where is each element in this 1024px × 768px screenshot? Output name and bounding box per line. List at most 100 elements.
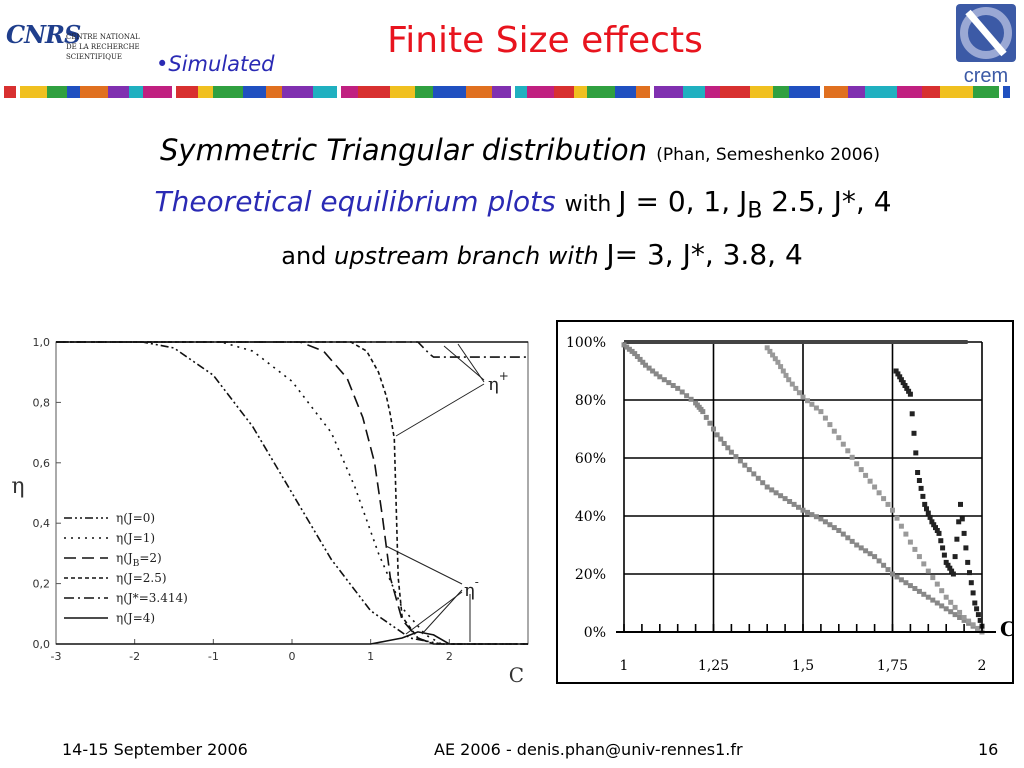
x-axis-label: C [509,663,524,687]
data-point [751,471,757,477]
strip-block [636,86,650,98]
data-point [876,490,882,496]
data-point [881,562,887,568]
cnrs-mark: CNRS [6,20,81,49]
data-point [948,599,954,605]
data-point [796,390,802,396]
data-point [818,516,824,522]
data-point [904,385,910,391]
data-point [840,441,846,447]
data-point [961,530,967,536]
data-point [916,554,922,560]
data-point [894,515,900,521]
eta-plus-arrow [443,345,485,381]
data-point [800,507,806,513]
data-point [898,377,904,383]
left-chart-axes: -3 -2 -1 0 1 2 0,0 0,2 0,4 0,6 0,8 1,0 Cη [11,336,529,687]
data-point [653,371,659,377]
strip-block [433,86,466,98]
data-point [767,348,773,354]
strip-block [243,86,266,98]
data-point [933,525,938,531]
data-point [679,389,685,395]
data-point [940,545,946,551]
data-point [772,356,778,362]
y-tick-label: 100% [566,335,606,351]
data-point [621,342,627,348]
footer-date: 14-15 September 2006 [62,740,248,759]
data-point [890,571,895,577]
strip-block [750,86,773,98]
crem-slash [965,9,1007,57]
data-point [822,415,828,421]
data-point [805,398,810,404]
series-line [56,341,528,645]
data-point [791,501,797,507]
data-point [661,377,667,383]
data-point [775,359,781,365]
strip-block [47,86,67,98]
legend-label: η(J=1) [116,531,155,545]
data-point [938,538,944,544]
strip-block [143,86,172,98]
data-point [787,499,793,504]
y-tick-label: 60% [575,451,606,467]
data-point [907,391,913,397]
data-point [737,458,743,464]
strip-block [865,86,897,98]
eta-minus-arrow [385,545,463,585]
y-tick-label: 40% [575,509,606,525]
data-point [876,558,882,564]
left-chart-legend: η(J=0) η(J=1) η(JB=2) η(J=2.5) η(J*=3.414) η(… [64,511,188,625]
data-point [918,485,924,491]
data-point [974,606,980,612]
strip-block [4,86,16,98]
slide-title: Finite Size effects [387,20,703,61]
data-point [626,346,632,352]
data-point [714,432,720,438]
strip-block [554,86,574,98]
series-line [56,341,528,645]
left-chart-series [56,341,528,645]
strip-block [705,86,720,98]
cnrs-text: CENTRE NATIONAL DE LA RECHERCHE SCIENTIF… [66,33,140,61]
data-point [831,428,837,434]
x-tick-label: 1,25 [698,658,729,674]
y-tick-label: 1,0 [33,336,51,349]
data-point [950,571,956,577]
x-tick-label: -3 [51,650,62,663]
data-point [827,422,833,428]
data-point [943,559,949,565]
data-point [903,580,909,586]
strip-block [466,86,492,98]
data-point [952,554,958,560]
data-point [939,603,945,609]
series-line [56,341,528,645]
data-point [939,588,945,594]
data-point [921,591,927,597]
series-line [56,341,528,358]
x-tick-label: 2 [978,658,987,674]
strip-block [574,86,587,98]
strip-block [198,86,213,98]
data-point [836,435,842,441]
strip-block [358,86,390,98]
data-point [900,380,906,386]
data-point [952,612,958,618]
data-point [836,528,842,533]
data-point [849,454,855,460]
y-tick-label: 0,6 [33,457,51,470]
data-point [840,531,846,537]
data-point [881,496,887,502]
y-tick-label: 0% [584,625,606,641]
data-point [963,545,969,551]
data-point [893,368,899,374]
crem-logo: crem [956,4,1016,87]
data-point [858,467,864,473]
data-point [903,531,909,537]
data-point [925,568,931,574]
strip-block [20,86,47,98]
data-point [718,436,724,442]
left-chart-annotations: η+ η- [385,343,509,642]
upstream-heading: and upstream branch with J= 3, J*, 3.8, … [281,238,803,271]
